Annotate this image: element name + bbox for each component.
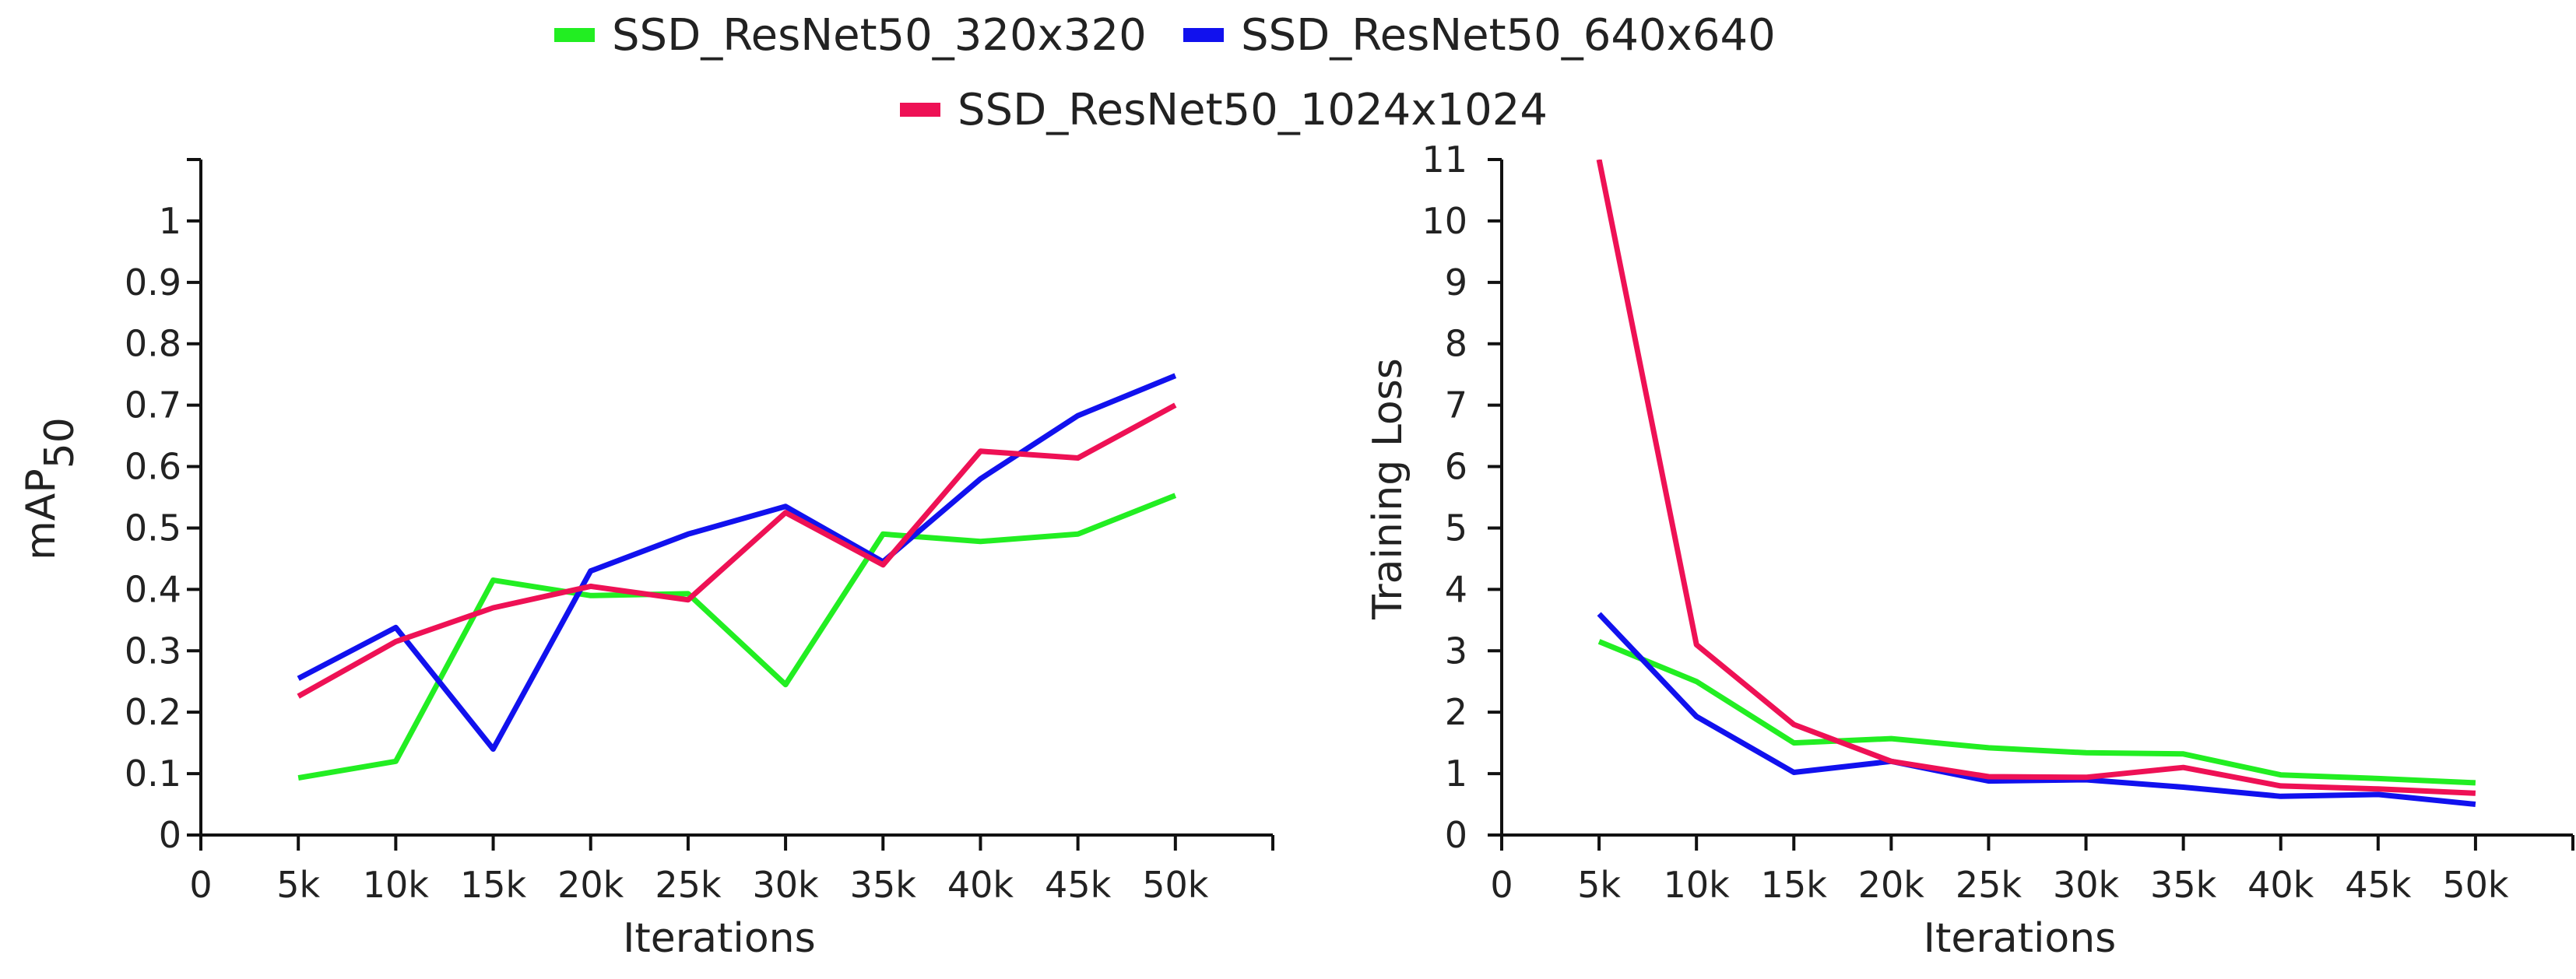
series-line-1 — [297, 373, 1177, 752]
chart-training-loss: 0 5k 10k 15k 20k 25k 30k 35k 40k 45k 50k 0 1 2 3 4 5 6 7 8 9… — [1365, 139, 2574, 962]
y-tick-label: 0 — [1445, 814, 1467, 856]
y-tick-label: 0 — [159, 814, 181, 856]
y-tick-label: 2 — [1445, 691, 1467, 733]
y-axis-label-main: mAP — [18, 468, 65, 560]
series-line-0 — [1597, 639, 2476, 786]
y-tick-label: 10 — [1422, 200, 1467, 242]
series-line-1 — [1597, 612, 2476, 807]
legend-label-2: SSD_ResNet50_1024x1024 — [958, 85, 1548, 135]
chart-map50: 0 5k 10k 15k 20k 25k 30k 35k 40k 45k 50k 0 0.1 0.2 0.3… — [18, 158, 1274, 962]
x-axis-label: Iterations — [623, 915, 816, 962]
y-axis-label-main: Training Loss — [1365, 358, 1411, 620]
x-tick-label: 35k — [2150, 864, 2217, 906]
series-line-2 — [1596, 160, 2476, 796]
y-tick-label: 1 — [1445, 753, 1467, 795]
y-tick-label: 6 — [1445, 446, 1467, 488]
x-tick-label: 50k — [2442, 864, 2509, 906]
y-axis-label: mAP50 — [18, 417, 83, 560]
x-tick-label: 15k — [460, 864, 527, 906]
y-tick-label: 9 — [1445, 261, 1467, 304]
x-tick-label: 30k — [2053, 864, 2120, 906]
y-tick-label: 0.1 — [125, 753, 181, 795]
legend-label-0: SSD_ResNet50_320x320 — [612, 10, 1147, 61]
y-tick-label: 0.9 — [125, 261, 181, 304]
x-tick-label: 15k — [1761, 864, 1828, 906]
x-tick-label: 35k — [850, 864, 917, 906]
x-tick-label: 20k — [1858, 864, 1925, 906]
x-tick-label: 45k — [2345, 864, 2412, 906]
y-tick-label: 8 — [1445, 323, 1467, 365]
series-line-2 — [297, 402, 1177, 699]
y-tick-label: 11 — [1422, 139, 1467, 181]
y-axis-label-sub: 50 — [37, 417, 83, 468]
x-tick-label: 45k — [1045, 864, 1112, 906]
y-tick-label: 0.5 — [125, 507, 181, 549]
x-tick-label: 5k — [1577, 864, 1621, 906]
x-tick-label: 25k — [1956, 864, 2022, 906]
x-tick-label: 10k — [363, 864, 430, 906]
y-tick-label: 0.2 — [125, 691, 181, 733]
x-tick-label: 5k — [276, 864, 320, 906]
x-tick-label: 0 — [189, 864, 212, 906]
y-tick-label: 3 — [1445, 630, 1467, 672]
x-tick-label: 50k — [1142, 864, 1209, 906]
x-tick-label: 25k — [655, 864, 722, 906]
y-tick-label: 0.3 — [125, 630, 181, 672]
x-tick-label: 20k — [557, 864, 624, 906]
x-tick-label: 30k — [753, 864, 820, 906]
y-tick-label: 0.7 — [125, 384, 181, 426]
legend: SSD_ResNet50_320x320 SSD_ResNet50_640x640… — [554, 10, 1776, 135]
y-tick-label: 1 — [159, 200, 181, 242]
x-tick-label: 40k — [947, 864, 1014, 906]
x-tick-label: 10k — [1664, 864, 1731, 906]
x-axis-label: Iterations — [1924, 915, 2117, 962]
x-tick-label: 40k — [2247, 864, 2314, 906]
y-tick-label: 0.6 — [125, 446, 181, 488]
y-axis-label: Training Loss — [1365, 358, 1411, 620]
series-line-0 — [297, 493, 1177, 781]
y-tick-label: 7 — [1445, 384, 1467, 426]
y-tick-label: 0.4 — [125, 568, 181, 610]
x-tick-label: 0 — [1490, 864, 1513, 906]
y-tick-label: 4 — [1445, 568, 1467, 610]
y-tick-label: 5 — [1445, 507, 1467, 549]
legend-label-1: SSD_ResNet50_640x640 — [1241, 10, 1776, 61]
y-tick-label: 0.8 — [125, 323, 181, 365]
